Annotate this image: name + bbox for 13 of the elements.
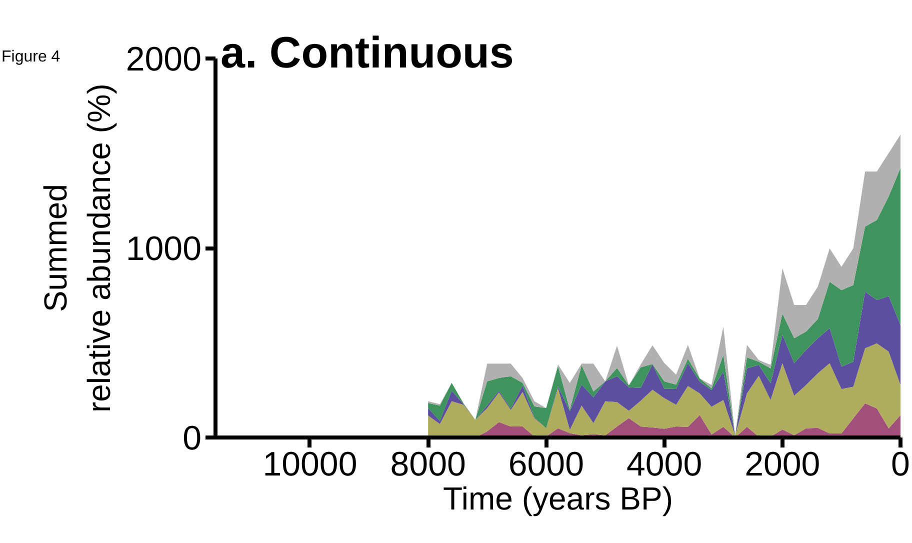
x-axis-title: Time (years BP) (443, 480, 673, 516)
y-axis-title: Summed relative abundance (%) (38, 83, 117, 413)
y-tick-label: 0 (182, 420, 202, 458)
y-tick-label: 2000 (126, 40, 202, 78)
y-tick-label: 1000 (126, 230, 202, 268)
x-tick-label: 0 (891, 446, 910, 484)
chart-title: a. Continuous (220, 28, 514, 78)
x-tick-label: 8000 (390, 446, 466, 484)
x-tick-label: 6000 (508, 446, 584, 484)
caption: Figure 4 (2, 48, 60, 66)
x-tick-label: 2000 (744, 446, 820, 484)
x-tick-label: 4000 (626, 446, 702, 484)
x-tick-label: 10000 (262, 446, 358, 484)
